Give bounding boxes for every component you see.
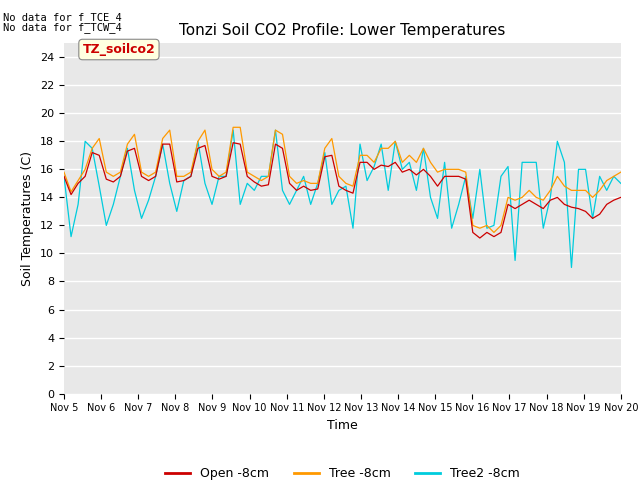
Legend: Open -8cm, Tree -8cm, Tree2 -8cm: Open -8cm, Tree -8cm, Tree2 -8cm (159, 462, 525, 480)
Title: Tonzi Soil CO2 Profile: Lower Temperatures: Tonzi Soil CO2 Profile: Lower Temperatur… (179, 23, 506, 38)
Text: No data for f_TCE_4: No data for f_TCE_4 (3, 12, 122, 23)
Text: No data for f_TCW_4: No data for f_TCW_4 (3, 22, 122, 33)
Text: TZ_soilco2: TZ_soilco2 (83, 43, 156, 56)
Y-axis label: Soil Temperatures (C): Soil Temperatures (C) (22, 151, 35, 286)
X-axis label: Time: Time (327, 419, 358, 432)
